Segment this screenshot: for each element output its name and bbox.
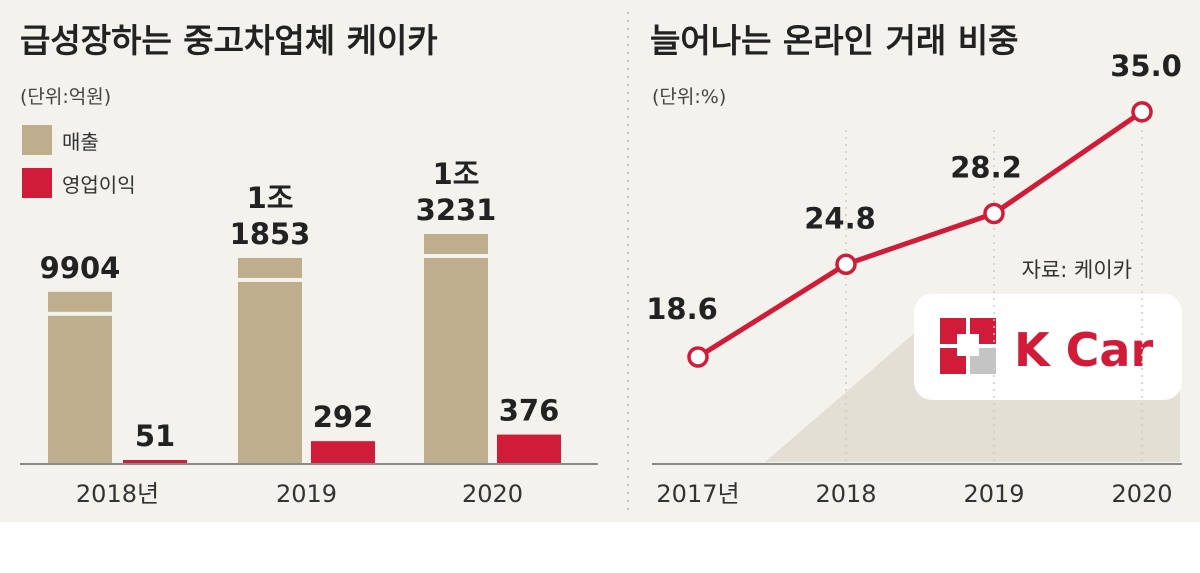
bar-revenue-notch-1 bbox=[238, 277, 302, 282]
bar-profit-label-1: 292 bbox=[313, 400, 374, 434]
line-point-0 bbox=[687, 346, 709, 368]
line-point-label-3: 35.0 bbox=[1110, 49, 1182, 83]
bar-revenue-0 bbox=[48, 291, 112, 464]
line-tick-label-0: 2017년 bbox=[656, 480, 739, 508]
bar-revenue-notch-2 bbox=[424, 254, 488, 258]
online-share-line bbox=[696, 109, 1144, 360]
bar-revenue-label-1-1: 1853 bbox=[230, 217, 311, 251]
bar-tick-label-2: 2020 bbox=[462, 480, 523, 508]
kcar-logo: K Car bbox=[914, 294, 1182, 400]
line-point-1 bbox=[835, 253, 857, 276]
line-chart-title: 늘어나는 온라인 거래 비중 bbox=[650, 21, 1018, 60]
logo-wordmark: K Car bbox=[1014, 323, 1153, 377]
line-tick-label-2: 2019 bbox=[963, 480, 1024, 508]
line-chart-unit: (단위:%) bbox=[652, 86, 726, 108]
bar-revenue-1 bbox=[238, 257, 302, 464]
bar-tick-label-0: 2018년 bbox=[76, 480, 159, 508]
bar-revenue-label-2-1: 3231 bbox=[416, 193, 497, 227]
legend-label-profit: 영업이익 bbox=[62, 173, 136, 197]
bar-profit-label-2: 376 bbox=[499, 394, 560, 428]
bar-profit-2 bbox=[497, 434, 561, 464]
legend-label-revenue: 매출 bbox=[62, 130, 99, 154]
chart-canvas: 급성장하는 중고차업체 케이카 (단위:억원) 매출 영업이익 9904 51 1조… bbox=[20, 12, 1182, 510]
line-point-2 bbox=[983, 202, 1005, 225]
source-note: 자료: 케이카 bbox=[1022, 258, 1132, 282]
bar-revenue-label-2-0: 1조 bbox=[433, 157, 480, 191]
revenue-bar-chart: 급성장하는 중고차업체 케이카 (단위:억원) 매출 영업이익 9904 51 1조… bbox=[20, 21, 598, 508]
bar-tick-label-1: 2019 bbox=[276, 480, 337, 508]
legend-swatch-profit bbox=[22, 168, 52, 198]
bar-revenue-notch-0 bbox=[48, 311, 112, 316]
online-share-line-chart: 늘어나는 온라인 거래 비중 (단위:%) 자료: 케이카 K Car 18.6… bbox=[646, 21, 1182, 508]
line-tick-label-3: 2020 bbox=[1111, 480, 1172, 508]
line-tick-label-1: 2018 bbox=[815, 480, 876, 508]
infographic: 급성장하는 중고차업체 케이카 (단위:억원) 매출 영업이익 9904 51 1조… bbox=[0, 0, 1200, 522]
bar-chart-unit: (단위:억원) bbox=[20, 86, 111, 108]
legend-swatch-revenue bbox=[22, 125, 52, 155]
line-point-label-0: 18.6 bbox=[646, 292, 718, 326]
line-point-3 bbox=[1131, 101, 1153, 123]
bar-profit-0 bbox=[123, 460, 187, 464]
line-point-label-2: 28.2 bbox=[950, 150, 1022, 184]
bar-chart-title: 급성장하는 중고차업체 케이카 bbox=[20, 21, 438, 60]
bar-revenue-label-1-0: 1조 bbox=[247, 181, 294, 215]
kcar-logo-mark-icon bbox=[940, 318, 996, 374]
bar-profit-1 bbox=[311, 441, 375, 464]
bar-revenue-2 bbox=[424, 234, 488, 464]
line-point-label-1: 24.8 bbox=[804, 201, 876, 235]
bar-profit-label-0: 51 bbox=[135, 419, 175, 453]
bar-revenue-label-0-0: 9904 bbox=[40, 251, 121, 285]
